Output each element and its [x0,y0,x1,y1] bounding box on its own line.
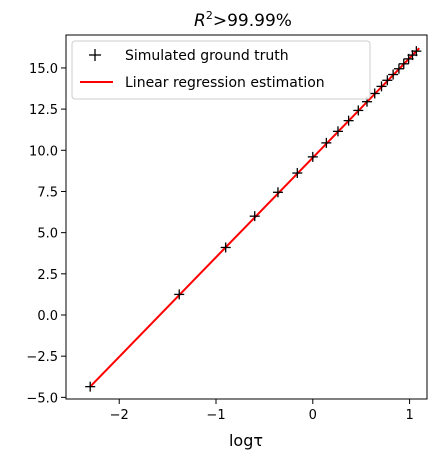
title-prefix: R [194,11,206,31]
data-point-10 [343,115,354,126]
x-tick-label: −1 [206,408,225,423]
legend-label-ground-truth: Simulated ground truth [125,48,289,64]
data-point-3 [220,242,231,253]
plot-marks [85,46,422,392]
y-tick-label: 2.5 [37,268,58,283]
y-tick-label: 10.0 [29,144,58,159]
y-tick-label: 0.0 [37,309,58,324]
data-point-9 [332,126,343,137]
data-point-1 [85,381,96,392]
legend: Simulated ground truth Linear regression… [71,40,371,100]
data-point-21 [411,46,422,57]
y-tick-label: 5.0 [37,227,58,242]
legend-box [71,40,371,100]
legend-marker-ground-truth [89,49,101,61]
plot-frame [65,34,428,400]
title-suffix: >99.99% [213,11,292,31]
title-superscript: 2 [206,9,213,22]
data-point-2 [174,289,185,300]
data-point-18 [398,58,409,69]
x-tick-label: 1 [405,408,413,423]
data-point-7 [307,151,318,162]
data-point-14 [376,81,387,92]
chart-title: R2>99.99% [194,9,292,31]
y-tick-label: 7.5 [37,185,58,200]
data-point-5 [272,187,283,198]
data-point-11 [353,105,364,116]
x-axis: −2 −1 0 1 [110,399,414,423]
data-point-4 [249,211,260,222]
y-tick-label: 15.0 [29,62,58,77]
data-point-13 [369,88,380,99]
legend-label-regression: Linear regression estimation [125,75,325,91]
data-point-8 [321,137,332,148]
x-axis-label: logτ [229,431,263,450]
x-tick-label: −2 [110,408,129,423]
data-point-17 [393,63,404,74]
x-tick-label: 0 [309,408,317,423]
y-tick-label: 12.5 [29,103,58,118]
y-tick-label: −5.0 [26,391,58,406]
data-point-16 [388,69,399,80]
y-axis: −5.0 −2.5 0.0 2.5 5.0 7.5 10.0 12.5 15.0 [26,62,66,406]
data-point-15 [382,75,393,86]
data-point-6 [292,168,303,179]
y-tick-label: −2.5 [26,350,58,365]
